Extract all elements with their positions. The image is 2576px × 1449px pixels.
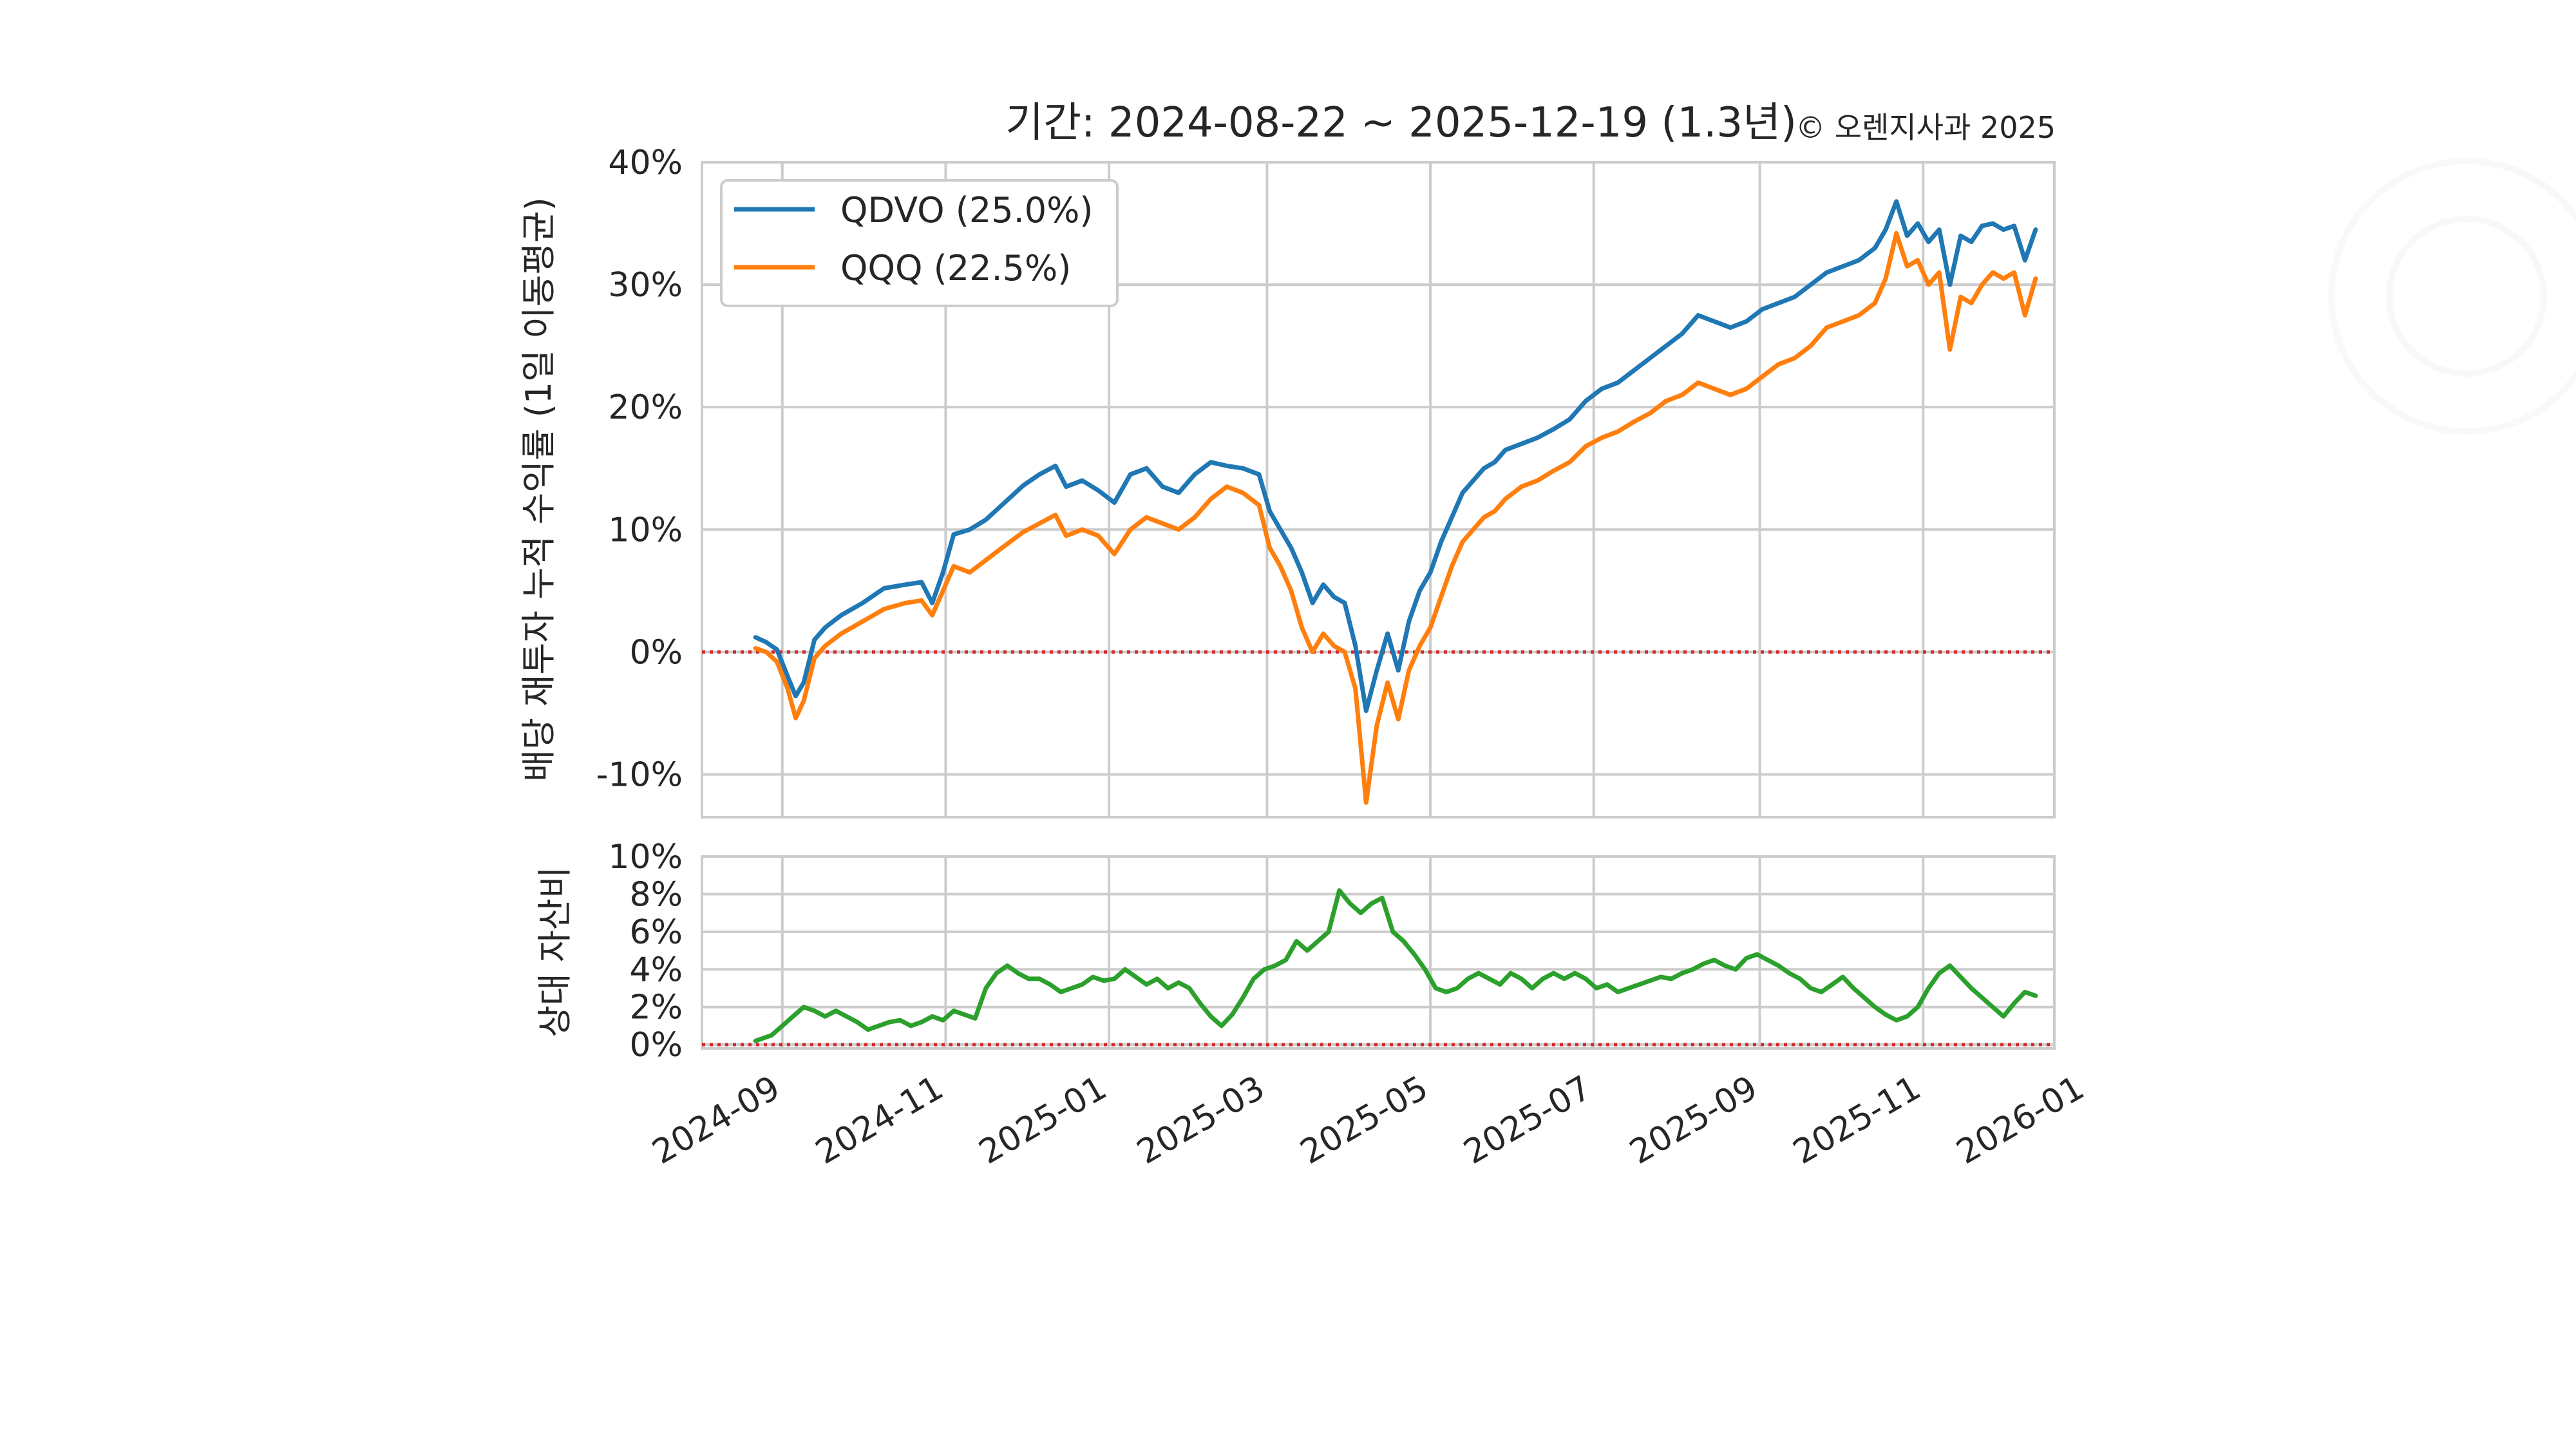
series-line-qdvo: [753, 199, 2038, 714]
watermark-logo: [2328, 158, 2576, 435]
sub-gridlines: [702, 855, 2054, 1048]
main-ytick-5: 40%: [608, 144, 683, 182]
sub-ytick-1: 2%: [630, 989, 683, 1027]
xtick-2024-09: 2024-09: [646, 1068, 786, 1172]
xtick-2026-01: 2026-01: [1950, 1068, 2090, 1172]
main-panel: -10% 0% 10% 20% 30% 40% 기간: 2024-08-22 ~ 2025…: [518, 99, 2056, 819]
legend-label-qqq: QQQ (22.5%): [840, 248, 1071, 289]
main-y-tick-labels: -10% 0% 10% 20% 30% 40%: [596, 144, 683, 794]
xtick-2024-11: 2024-11: [810, 1068, 950, 1172]
xtick-2025-09: 2025-09: [1624, 1068, 1764, 1172]
legend-label-qdvo: QDVO (25.0%): [840, 190, 1093, 231]
sub-panel: 0%2%4%6%8%10% 상대 자산비: [535, 838, 2056, 1065]
main-ytick-3: 20%: [608, 388, 683, 427]
sub-ytick-3: 6%: [630, 913, 683, 952]
sub-plot-area: [701, 855, 2056, 1050]
xtick-2025-01: 2025-01: [972, 1068, 1113, 1172]
legend: QDVO (25.0%) QQQ (22.5%): [720, 179, 1119, 307]
main-series-lines: [753, 199, 2038, 805]
sub-ytick-2: 4%: [630, 951, 683, 989]
main-ytick-4: 30%: [608, 266, 683, 305]
main-ytick-0: -10%: [596, 755, 683, 794]
sub-y-axis-label: 상대 자산비: [535, 866, 575, 1037]
xtick-2025-11: 2025-11: [1787, 1068, 1927, 1172]
xtick-2025-07: 2025-07: [1457, 1068, 1598, 1172]
chart-title: 기간: 2024-08-22 ~ 2025-12-19 (1.3년): [1005, 99, 1797, 147]
sub-ytick-5: 10%: [608, 838, 683, 876]
xtick-2025-05: 2025-05: [1294, 1068, 1434, 1172]
xtick-2025-03: 2025-03: [1131, 1068, 1271, 1172]
x-tick-labels: 2024-09 2024-11 2025-01 2025-03 2025-05 2025-…: [646, 1068, 2090, 1172]
main-y-axis-label: 배당 재투자 누적 수익률 (1일 이동평균): [518, 197, 559, 782]
legend-box: [720, 179, 1119, 307]
sub-ytick-4: 8%: [630, 875, 683, 914]
series-line-qqq: [753, 231, 2038, 805]
sub-y-tick-labels: 0%2%4%6%8%10%: [608, 838, 683, 1065]
series-line-relative-ratio: [753, 888, 2038, 1043]
main-ytick-2: 10%: [608, 511, 683, 549]
main-ytick-1: 0%: [630, 633, 683, 672]
sub-series-lines: [753, 888, 2038, 1043]
chart-credit: © 오렌지사과 2025: [1795, 110, 2056, 145]
sub-ytick-0: 0%: [630, 1026, 683, 1065]
